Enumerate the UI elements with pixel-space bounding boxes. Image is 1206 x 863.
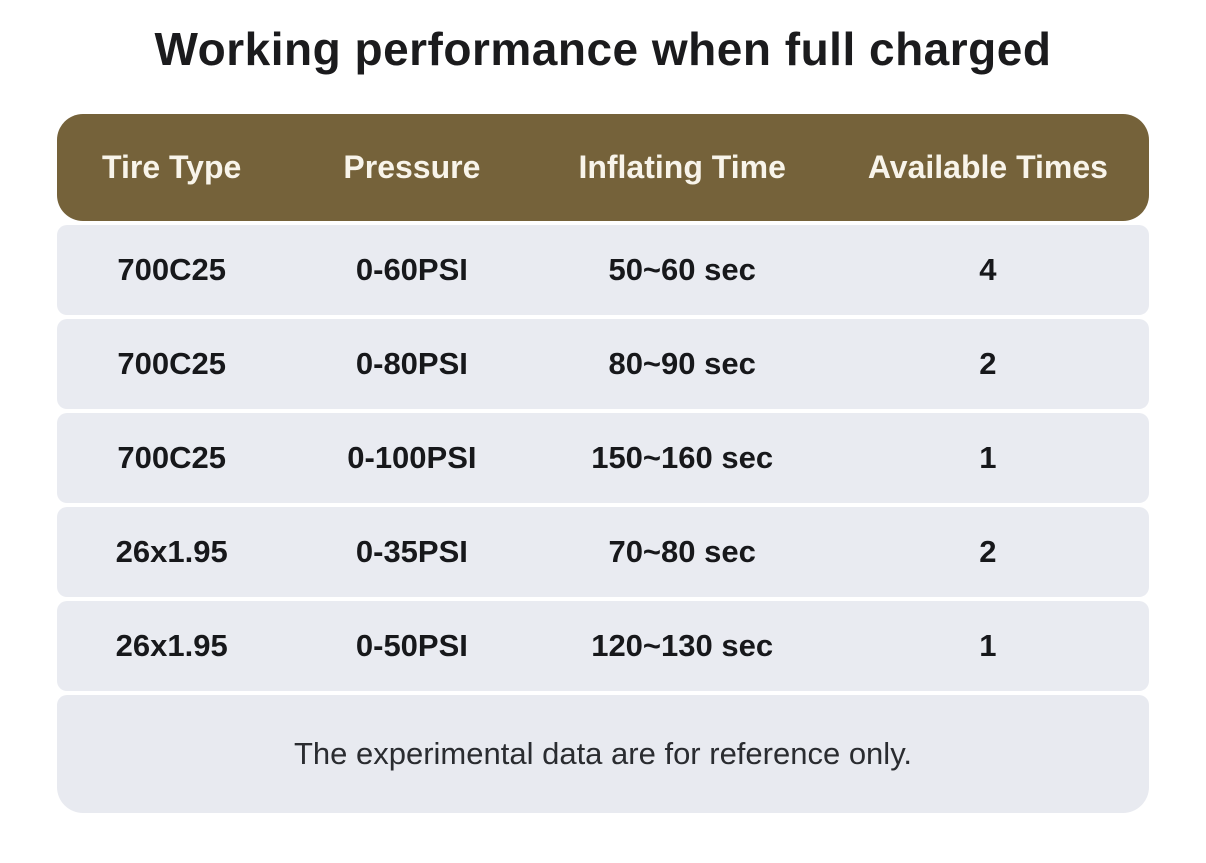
column-header-available-times: Available Times — [867, 149, 1108, 185]
table-row: 26x1.95 0-50PSI 120~130 sec 1 — [57, 601, 1149, 691]
cell-pressure: 0-100PSI — [347, 440, 477, 475]
cell-inflating-time: 120~130 sec — [591, 628, 774, 663]
cell-pressure: 0-35PSI — [355, 534, 468, 569]
column-header-inflating-time: Inflating Time — [578, 149, 786, 185]
page-title: Working performance when full charged — [154, 23, 1052, 75]
cell-inflating-time: 80~90 sec — [608, 346, 756, 381]
cell-pressure: 0-80PSI — [355, 346, 468, 381]
cell-tire-type: 26x1.95 — [115, 628, 228, 663]
cell-tire-type: 700C25 — [117, 440, 226, 475]
cell-inflating-time: 50~60 sec — [608, 252, 756, 287]
table-row: 26x1.95 0-35PSI 70~80 sec 2 — [57, 507, 1149, 597]
performance-table: Tire Type Pressure Inflating Time Availa… — [57, 114, 1149, 813]
footnote-text: The experimental data are for reference … — [293, 736, 913, 771]
cell-available-times: 1 — [979, 440, 997, 475]
cell-tire-type: 700C25 — [117, 346, 226, 381]
table-row: 700C25 0-60PSI 50~60 sec 4 — [57, 225, 1149, 315]
cell-available-times: 1 — [979, 628, 997, 663]
cell-available-times: 2 — [979, 346, 997, 381]
cell-tire-type: 700C25 — [117, 252, 226, 287]
cell-pressure: 0-50PSI — [355, 628, 468, 663]
table-footnote: The experimental data are for reference … — [57, 695, 1149, 813]
cell-available-times: 2 — [979, 534, 997, 569]
table-row: 700C25 0-100PSI 150~160 sec 1 — [57, 413, 1149, 503]
table-header-row: Tire Type Pressure Inflating Time Availa… — [57, 114, 1149, 221]
column-header-tire-type: Tire Type — [102, 149, 242, 185]
cell-tire-type: 26x1.95 — [115, 534, 228, 569]
table-row: 700C25 0-80PSI 80~90 sec 2 — [57, 319, 1149, 409]
cell-inflating-time: 70~80 sec — [608, 534, 756, 569]
cell-pressure: 0-60PSI — [355, 252, 468, 287]
table-body: 700C25 0-60PSI 50~60 sec 4 700C25 0-80PS… — [57, 225, 1149, 813]
column-header-pressure: Pressure — [343, 149, 481, 185]
cell-available-times: 4 — [979, 252, 997, 287]
cell-inflating-time: 150~160 sec — [591, 440, 774, 475]
